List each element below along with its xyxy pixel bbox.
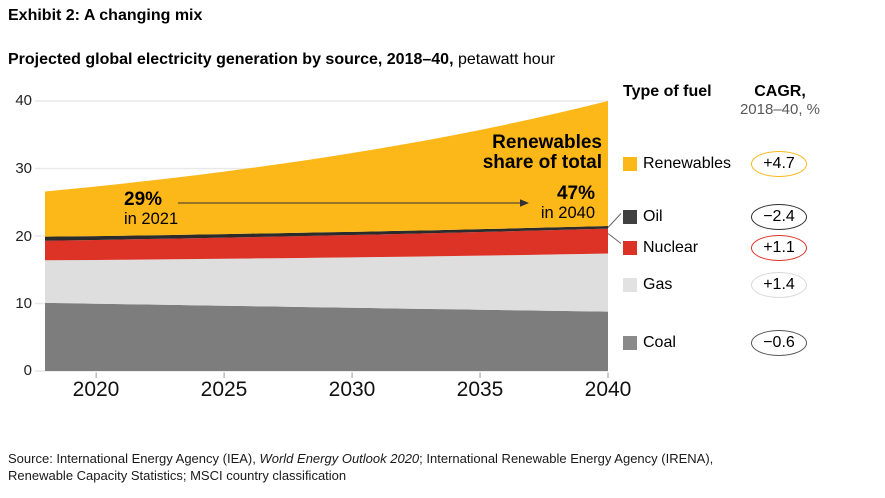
legend-label-renewables: Renewables [643,154,732,172]
y-axis-label-10: 10 [15,295,32,312]
chart-subtitle-main: Projected global electricity generation … [8,51,454,68]
source-line1-prefix: Source: International Energy Agency (IEA… [8,451,260,466]
legend-type-header: Type of fuel [623,83,712,100]
chart-subtitle-unit: petawatt hour [453,51,555,68]
legend-label-gas: Gas [643,276,673,293]
cagr-badge-nuclear: +1.1 [751,234,807,261]
page-title: Exhibit 2: A changing mix [8,7,203,24]
renewables-share-annotation: Renewables share of total [483,133,602,173]
x-axis-label-2030: 2030 [328,378,376,401]
source-line1: Source: International Energy Agency (IEA… [8,451,713,468]
cagr-value-renewables: +4.7 [763,154,795,172]
cagr-value-gas: +1.4 [763,276,795,293]
share-2021-caption: in 2021 [124,210,179,228]
source-line2: Renewable Capacity Statistics; MSCI coun… [8,467,347,483]
legend-swatch-oil [623,209,637,224]
cagr-badge-renewables: +4.7 [751,150,807,177]
x-axis-label-2025: 2025 [200,378,248,401]
legend-swatch-gas [623,278,637,292]
cagr-badge-oil: −2.4 [751,203,807,230]
x-axis-label-2040: 2040 [584,378,632,401]
cagr-badge-coal: −0.6 [751,329,807,356]
share-2040-value: 47% [556,183,595,204]
renewables-share-line1: Renewables [492,132,602,153]
y-axis-label-20: 20 [15,228,32,245]
legend-cagr-subheader: 2018–40, % [739,101,821,118]
share-2040-annotation: 47% in 2040 [541,183,595,222]
share-2040-caption: in 2040 [540,204,595,222]
cagr-value-nuclear: +1.1 [763,238,795,256]
legend-label-nuclear: Nuclear [643,238,699,256]
y-axis-label-30: 30 [15,160,32,177]
chart-subtitle: Projected global electricity generation … [8,51,555,69]
legend-cagr-header: CAGR, [754,83,806,100]
y-axis-label-40: 40 [15,92,32,109]
cagr-value-oil: −2.4 [763,207,795,225]
source-line1-suffix: ; International Renewable Energy Agency … [419,451,714,466]
source-note: Source: International Energy Agency (IEA… [8,451,713,484]
source-line1-publication: World Energy Outlook 2020 [259,451,420,466]
cagr-value-coal: −0.6 [763,333,795,351]
legend-label-oil: Oil [643,207,663,225]
legend-swatch-renewables [623,156,637,171]
y-axis-label-0: 0 [23,362,32,379]
share-2021-annotation: 29% in 2021 [124,189,178,228]
x-axis-label-2020: 2020 [72,378,120,401]
share-2021-value: 29% [124,189,163,210]
renewables-share-line2: share of total [482,152,602,173]
legend-swatch-nuclear [623,240,637,255]
legend-label-coal: Coal [643,333,676,351]
cagr-badge-gas: +1.4 [751,272,807,298]
legend-swatch-coal [623,335,637,350]
x-axis-label-2035: 2035 [456,378,504,401]
